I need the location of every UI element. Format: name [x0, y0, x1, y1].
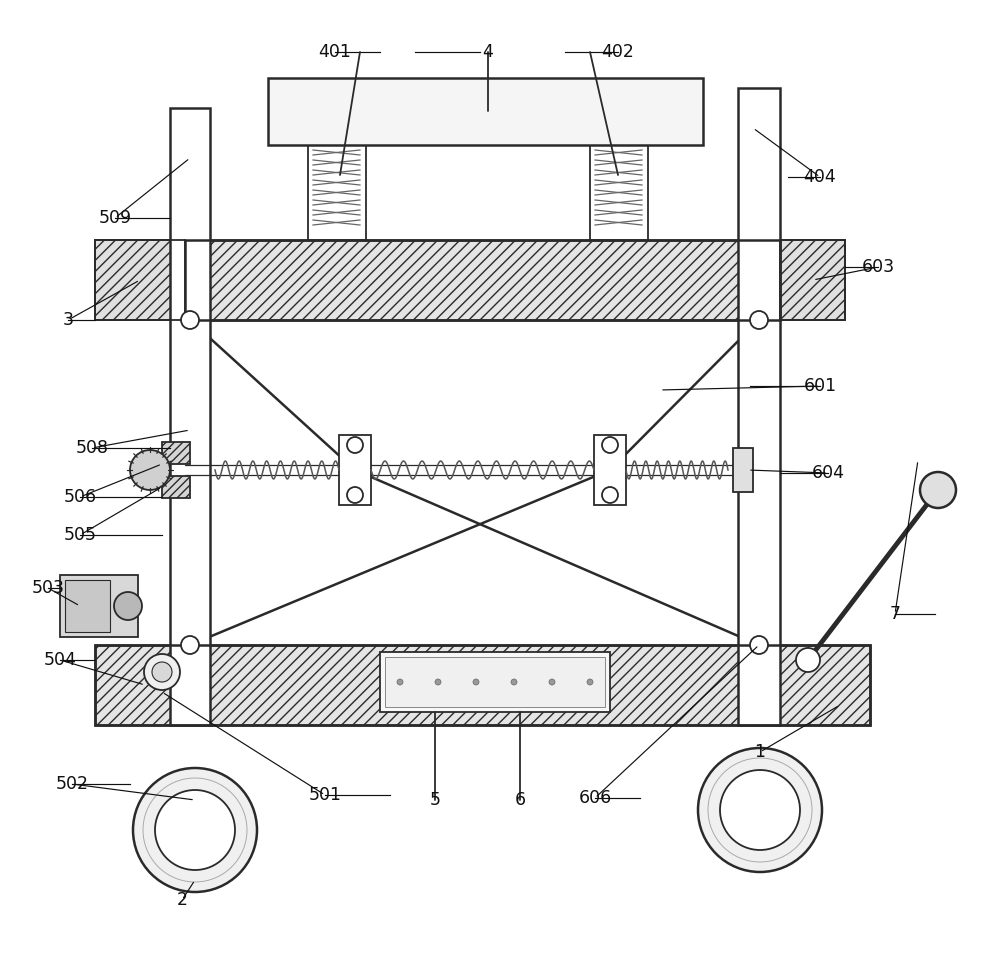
Circle shape	[473, 679, 479, 685]
Circle shape	[602, 437, 618, 453]
Text: 502: 502	[56, 775, 88, 793]
Bar	[95, 240, 185, 320]
Bar	[185, 240, 780, 320]
Circle shape	[181, 311, 199, 329]
Circle shape	[152, 662, 172, 682]
Bar	[780, 240, 845, 320]
Circle shape	[114, 592, 142, 620]
Bar	[65, 580, 110, 632]
Text: 1: 1	[755, 743, 766, 761]
Text: 504: 504	[44, 651, 76, 669]
Text: 402: 402	[602, 43, 634, 61]
Text: 603: 603	[861, 258, 895, 276]
Bar	[95, 645, 870, 725]
Bar	[594, 435, 626, 505]
Text: 506: 506	[63, 488, 97, 506]
Bar	[185, 240, 780, 320]
Circle shape	[602, 487, 618, 503]
Circle shape	[347, 437, 363, 453]
Circle shape	[549, 679, 555, 685]
Bar	[95, 240, 185, 320]
Text: 501: 501	[308, 786, 342, 804]
Circle shape	[511, 679, 517, 685]
Bar	[162, 442, 190, 464]
Circle shape	[720, 770, 800, 850]
Text: 509: 509	[98, 209, 132, 227]
Bar	[268, 78, 703, 145]
Text: 7: 7	[890, 605, 900, 623]
Text: 503: 503	[32, 579, 64, 597]
Circle shape	[435, 679, 441, 685]
Circle shape	[920, 472, 956, 508]
Text: 505: 505	[64, 526, 96, 544]
Circle shape	[796, 648, 820, 672]
Bar	[308, 145, 366, 240]
Circle shape	[397, 679, 403, 685]
Text: 4: 4	[483, 43, 493, 61]
Bar	[385, 657, 605, 707]
Circle shape	[750, 311, 768, 329]
Circle shape	[181, 636, 199, 654]
Bar	[738, 88, 780, 725]
Circle shape	[587, 679, 593, 685]
Bar	[339, 435, 371, 505]
Text: 404: 404	[804, 168, 836, 186]
Text: 606: 606	[578, 789, 612, 807]
Circle shape	[347, 487, 363, 503]
Bar	[95, 645, 870, 725]
Bar	[162, 476, 190, 498]
Text: 3: 3	[62, 311, 74, 329]
Circle shape	[130, 450, 170, 490]
Circle shape	[750, 636, 768, 654]
Bar	[733, 448, 753, 492]
Text: 5: 5	[430, 791, 440, 809]
Text: 6: 6	[514, 791, 526, 809]
Circle shape	[698, 748, 822, 872]
Bar	[380, 652, 610, 712]
Circle shape	[144, 654, 180, 690]
Text: 401: 401	[319, 43, 351, 61]
Text: 604: 604	[812, 464, 844, 482]
Bar	[590, 145, 648, 240]
Bar	[780, 240, 845, 320]
Text: 601: 601	[803, 377, 837, 395]
Circle shape	[133, 768, 257, 892]
Circle shape	[155, 790, 235, 870]
Bar	[60, 575, 138, 637]
Bar	[170, 108, 210, 725]
Text: 508: 508	[76, 439, 108, 457]
Text: 2: 2	[176, 891, 188, 909]
